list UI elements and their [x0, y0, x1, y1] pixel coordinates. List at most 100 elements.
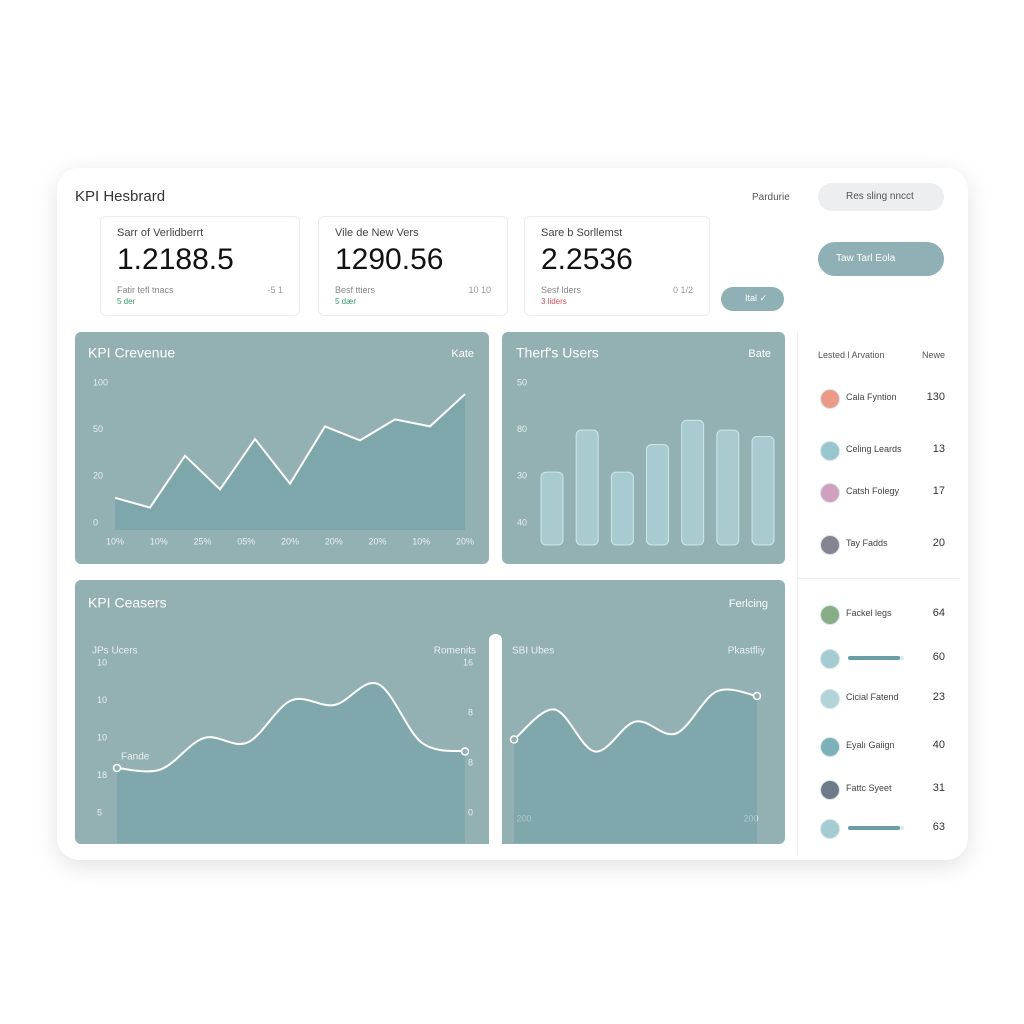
chart-title: KPI Ceasers [88, 595, 167, 611]
chart-label: SBI Ubes [512, 646, 554, 657]
avatar [820, 605, 840, 625]
avatar [820, 389, 840, 409]
chart-tag: Kate [451, 348, 474, 360]
avatar [820, 780, 840, 800]
kpi-delta: -5 1 [267, 285, 283, 295]
row-name: Celing Leards [846, 444, 902, 454]
search-box[interactable]: Res sling nncct [818, 183, 944, 211]
end-point [112, 763, 122, 773]
x-tick-label: 05% [237, 536, 255, 546]
kpi-label: Sare b Sorllemst [541, 227, 623, 239]
avatar [820, 441, 840, 461]
row-value: 23 [932, 691, 945, 703]
line-series [116, 682, 466, 773]
y-tick-label: 10 [97, 732, 107, 742]
y-tick-label: 40 [517, 517, 527, 527]
end-point [752, 691, 762, 701]
kpi-value: 1.2188.5 [117, 243, 234, 276]
y-tick-label: 0 [468, 807, 473, 817]
kpi-label: Sarr of Verlidberrt [117, 227, 204, 239]
row-value: 60 [932, 651, 945, 663]
bar [681, 419, 705, 546]
row-value: 130 [926, 391, 945, 403]
bar [540, 471, 564, 546]
kpi-card: Vile de New Vers 1290.56 Besf ttiers 5 dær 1… [318, 216, 508, 316]
area-fill [514, 689, 757, 843]
y-tick-label: 8 [468, 757, 473, 767]
sidebar-header: Lested l Arvation [818, 350, 885, 360]
x-tick-label: 20% [325, 536, 343, 546]
x-tick-label: 20% [368, 536, 386, 546]
chart-tag: Romenits [434, 646, 476, 657]
kpi-note: Besf ttiers [335, 285, 376, 295]
chart-label: JPs Ucers [92, 646, 138, 657]
y-tick-label: 80 [517, 424, 527, 434]
annotation: Fande [121, 752, 150, 763]
row-value: 40 [932, 739, 945, 751]
y-tick-label: 10 [97, 657, 107, 667]
progress-fill [848, 826, 900, 830]
chart-title: Therf's Users [516, 345, 599, 361]
chart-title: KPI Crevenue [88, 345, 175, 361]
avatar [820, 689, 840, 709]
area-fill [117, 682, 465, 843]
action-button[interactable]: Taw Tarl Eola [818, 242, 944, 276]
filter-pill[interactable]: Ital ✓ [721, 287, 784, 311]
row-value: 31 [932, 782, 945, 794]
end-point [460, 747, 470, 756]
avatar [820, 483, 840, 503]
pill-text: Ital ✓ [745, 293, 768, 303]
kpi-label: Vile de New Vers [335, 227, 419, 239]
row-name: Catsh Folegy [846, 486, 900, 496]
dashboard-title: KPI Hesbrard [75, 188, 166, 205]
line-series [513, 688, 758, 753]
kpi-delta: 10 10 [468, 285, 491, 295]
kpi-note: Fatir tefl tnacs [117, 285, 174, 295]
y-tick-label: 8 [468, 707, 473, 717]
progress-track [848, 656, 904, 660]
divider [489, 634, 502, 846]
nav-link[interactable]: Pardurie [752, 192, 790, 203]
kpi-note: Sesf lders [541, 285, 582, 295]
row-value: 13 [932, 443, 945, 455]
y-tick-label: 16 [463, 657, 473, 667]
row-value: 64 [932, 607, 945, 619]
bar [646, 444, 669, 546]
bar [575, 429, 599, 546]
y-tick-label: 10 [97, 695, 107, 705]
y-tick-label: 18 [97, 770, 107, 780]
kpi-value: 2.2536 [541, 243, 633, 276]
row-name: Cala Fyntion [846, 392, 897, 402]
bar [751, 435, 775, 546]
kpi-change: 3 liders [541, 297, 567, 306]
x-tick-label: 10% [412, 536, 430, 546]
y-tick-label: 50 [517, 377, 527, 387]
row-name: Fackel legs [846, 608, 892, 618]
x-tick-label: 10% [106, 536, 124, 546]
kpi-card: Sare b Sorllemst 2.2536 Sesf lders 3 liders… [524, 216, 710, 316]
chart-tag: Bate [748, 348, 771, 360]
chart-tag: Ferlcing [729, 598, 768, 610]
x-tick-label: 20% [456, 536, 474, 546]
x-tick-label: 10% [150, 536, 168, 546]
x-tick-label: 20% [281, 536, 299, 546]
kpi-value: 1290.56 [335, 243, 444, 276]
row-name: Fattc Syeet [846, 783, 892, 793]
y-tick-label: 20 [93, 471, 103, 481]
bar [716, 429, 740, 546]
row-value: 63 [932, 821, 945, 833]
row-value: 17 [932, 485, 945, 497]
bar [610, 471, 634, 546]
avatar [820, 535, 840, 555]
kpi-change: 5 dær [335, 297, 356, 306]
x-tick-label: 25% [193, 536, 211, 546]
kpi-card: Sarr of Verlidberrt 1.2188.5 Fatir tefl tn… [100, 216, 300, 316]
kpi-delta: 0 1/2 [672, 285, 693, 295]
y-tick-label: 5 [97, 807, 102, 817]
y-tick-label: 0 [93, 517, 98, 527]
kpi-change: 5 der [117, 297, 136, 306]
row-name: Tay Fadds [846, 538, 888, 548]
y-tick-label: 30 [517, 471, 527, 481]
sidebar-header: Newe [921, 350, 945, 360]
